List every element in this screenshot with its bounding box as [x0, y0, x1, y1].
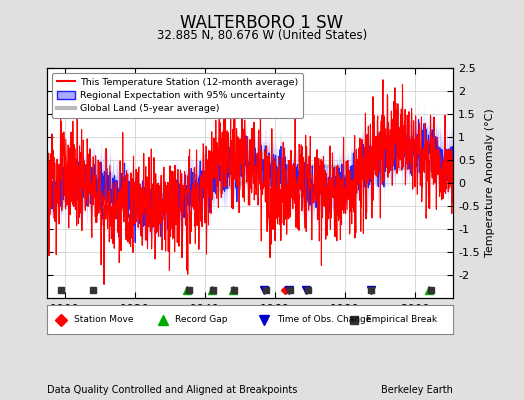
Text: Record Gap: Record Gap [175, 315, 227, 324]
Text: 32.885 N, 80.676 W (United States): 32.885 N, 80.676 W (United States) [157, 29, 367, 42]
Text: Station Move: Station Move [73, 315, 133, 324]
Y-axis label: Temperature Anomaly (°C): Temperature Anomaly (°C) [485, 109, 495, 257]
Text: Data Quality Controlled and Aligned at Breakpoints: Data Quality Controlled and Aligned at B… [47, 385, 298, 395]
Legend: This Temperature Station (12-month average), Regional Expectation with 95% uncer: This Temperature Station (12-month avera… [52, 73, 303, 118]
Text: Berkeley Earth: Berkeley Earth [381, 385, 453, 395]
Text: WALTERBORO 1 SW: WALTERBORO 1 SW [180, 14, 344, 32]
Text: Time of Obs. Change: Time of Obs. Change [277, 315, 371, 324]
Text: Empirical Break: Empirical Break [366, 315, 437, 324]
